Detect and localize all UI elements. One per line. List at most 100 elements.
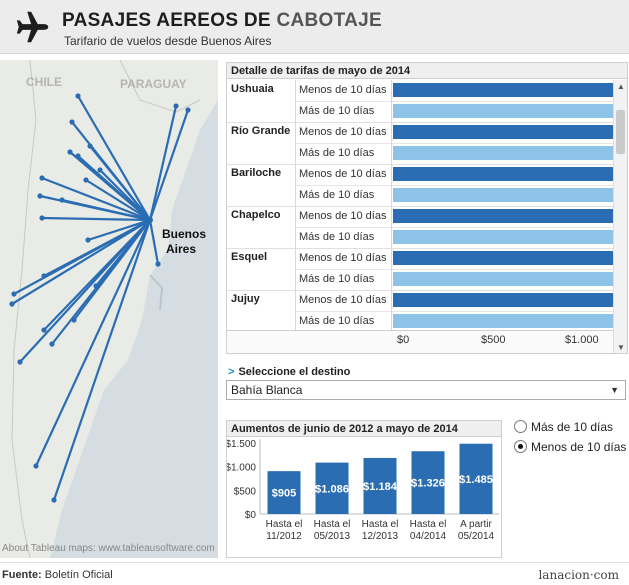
fare-bar[interactable] bbox=[393, 251, 627, 265]
scroll-thumb[interactable] bbox=[616, 110, 625, 154]
destination-dot[interactable] bbox=[9, 301, 15, 307]
destination-dot[interactable] bbox=[41, 273, 47, 279]
destination-dot[interactable] bbox=[173, 103, 179, 109]
destination-dot[interactable] bbox=[37, 193, 43, 199]
increase-bar[interactable] bbox=[459, 443, 493, 514]
destination-select[interactable]: Bahía Blanca ▼ bbox=[226, 380, 626, 400]
destination-dot[interactable] bbox=[41, 327, 47, 333]
increases-chart: Aumentos de junio de 2012 a mayo de 2014… bbox=[226, 420, 502, 558]
destination-dot[interactable] bbox=[75, 153, 81, 159]
fare-type-label: Menos de 10 días bbox=[299, 126, 387, 138]
map-canvas[interactable]: CHILE PARAGUAY Buenos Aires bbox=[0, 60, 218, 558]
destination-dot[interactable] bbox=[51, 497, 57, 503]
destination-dot[interactable] bbox=[67, 149, 73, 155]
route-line[interactable] bbox=[41, 176, 151, 222]
footer: Fuente: Boletín Oficial lanacion·com bbox=[0, 562, 629, 585]
route-line[interactable] bbox=[43, 219, 151, 277]
destination-dot[interactable] bbox=[39, 175, 45, 181]
hub-dot[interactable] bbox=[147, 217, 153, 223]
fare-type-label: Más de 10 días bbox=[299, 105, 375, 117]
route-line[interactable] bbox=[148, 109, 190, 221]
destination-dot[interactable] bbox=[185, 107, 191, 113]
period-label: 12/2013 bbox=[362, 531, 399, 542]
increase-value-label: $1.184 bbox=[363, 481, 398, 493]
destination-dot[interactable] bbox=[75, 93, 81, 99]
radio-button[interactable] bbox=[514, 420, 527, 433]
title-highlight: CABOTAJE bbox=[276, 10, 382, 31]
route-line[interactable] bbox=[52, 219, 152, 501]
row-separator bbox=[227, 248, 613, 249]
route-line[interactable] bbox=[89, 145, 151, 221]
route-line[interactable] bbox=[77, 95, 151, 221]
destination-dot[interactable] bbox=[97, 167, 103, 173]
destination-dot[interactable] bbox=[59, 197, 65, 203]
route-line[interactable] bbox=[35, 219, 151, 467]
radio-button-selected[interactable] bbox=[514, 440, 527, 453]
destination-dot[interactable] bbox=[39, 215, 45, 221]
destination-dot[interactable] bbox=[69, 119, 75, 125]
fare-type-label: Menos de 10 días bbox=[299, 168, 387, 180]
airplane-icon bbox=[16, 11, 49, 43]
fare-bar[interactable] bbox=[393, 146, 627, 160]
fare-type-label: Más de 10 días bbox=[299, 273, 375, 285]
destination-name: Chapelco bbox=[231, 209, 281, 221]
route-line[interactable] bbox=[41, 216, 151, 222]
increase-bar[interactable] bbox=[315, 462, 349, 514]
destination-dot[interactable] bbox=[83, 177, 89, 183]
scroll-up-icon[interactable]: ▲ bbox=[617, 82, 625, 91]
fare-bar[interactable] bbox=[393, 104, 627, 118]
source-note: Fuente: Boletín Oficial bbox=[2, 569, 113, 581]
fare-type-label: Menos de 10 días bbox=[299, 252, 387, 264]
route-line[interactable] bbox=[87, 218, 151, 242]
period-label: 11/2012 bbox=[266, 531, 302, 542]
fare-bar[interactable] bbox=[393, 209, 627, 223]
route-line[interactable] bbox=[85, 179, 151, 221]
radio-mas-10-dias[interactable]: Más de 10 días bbox=[514, 420, 626, 440]
sub-row-separator bbox=[295, 269, 613, 270]
radio-label: Menos de 10 días bbox=[531, 440, 627, 454]
row-separator bbox=[227, 206, 613, 207]
fare-bar[interactable] bbox=[393, 167, 627, 181]
brand-logo[interactable]: lanacion·com bbox=[538, 568, 619, 582]
fare-bar[interactable] bbox=[393, 314, 621, 328]
fare-bar[interactable] bbox=[393, 188, 627, 202]
scroll-down-icon[interactable]: ▼ bbox=[617, 343, 625, 352]
increase-bar[interactable] bbox=[363, 457, 397, 514]
route-line[interactable] bbox=[99, 169, 151, 221]
destination-dot[interactable] bbox=[49, 341, 55, 347]
fare-bar[interactable] bbox=[393, 230, 627, 244]
sub-row-separator bbox=[295, 143, 613, 144]
route-line[interactable] bbox=[11, 219, 151, 305]
destination-dot[interactable] bbox=[87, 143, 93, 149]
route-line[interactable] bbox=[51, 219, 151, 345]
chevron-down-icon[interactable]: ▼ bbox=[610, 385, 619, 395]
fares-scrollbar[interactable]: ▲ ▼ bbox=[613, 80, 627, 353]
increase-value-label: $1.326 bbox=[411, 478, 445, 490]
route-line[interactable] bbox=[148, 105, 178, 221]
route-line[interactable] bbox=[61, 198, 151, 222]
route-line[interactable] bbox=[19, 219, 151, 363]
fare-bar[interactable] bbox=[393, 125, 627, 139]
fare-type-label: Menos de 10 días bbox=[299, 210, 387, 222]
destination-dot[interactable] bbox=[33, 463, 39, 469]
fare-bar[interactable] bbox=[393, 83, 627, 97]
row-separator bbox=[227, 164, 613, 165]
border-line bbox=[119, 60, 201, 113]
destination-dot[interactable] bbox=[155, 261, 161, 267]
source-label: Fuente: bbox=[2, 569, 42, 581]
row-separator bbox=[227, 290, 613, 291]
sub-row-separator bbox=[295, 311, 613, 312]
destination-dot[interactable] bbox=[11, 291, 17, 297]
destination-select-value: Bahía Blanca bbox=[231, 383, 303, 397]
radio-menos-10-dias[interactable]: Menos de 10 días bbox=[514, 440, 626, 460]
route-line[interactable] bbox=[148, 219, 160, 265]
fare-bar[interactable] bbox=[393, 293, 627, 307]
fare-bar[interactable] bbox=[393, 272, 627, 286]
page-subtitle: Tarifario de vuelos desde Buenos Aires bbox=[64, 34, 272, 48]
route-map[interactable]: CHILE PARAGUAY Buenos Aires About Tablea… bbox=[0, 60, 218, 558]
destination-dot[interactable] bbox=[17, 359, 23, 365]
increase-bar[interactable] bbox=[411, 451, 445, 514]
map-credit[interactable]: About Tableau maps: www.tableausoftware.… bbox=[2, 543, 215, 554]
destination-dot[interactable] bbox=[85, 237, 91, 243]
increase-bar[interactable] bbox=[267, 471, 301, 514]
